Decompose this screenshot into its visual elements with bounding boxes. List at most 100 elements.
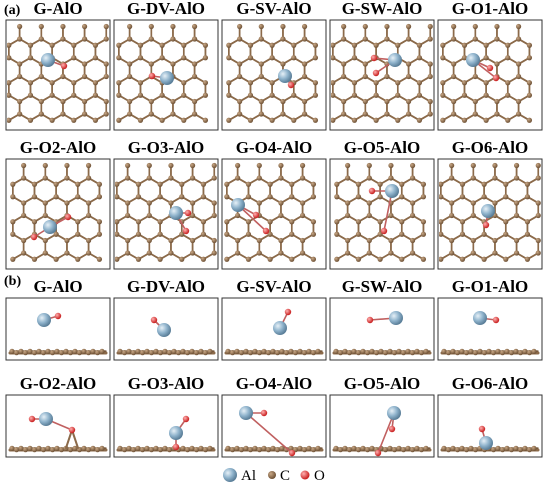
carbon-atom bbox=[384, 36, 390, 42]
carbon-atom bbox=[535, 237, 541, 244]
carbon-atom bbox=[312, 55, 319, 61]
carbon-atom bbox=[42, 200, 48, 206]
carbon-atom bbox=[301, 350, 308, 356]
carbon-atom bbox=[267, 219, 273, 225]
carbon-atom bbox=[310, 194, 317, 200]
oxygen-atom bbox=[492, 316, 500, 324]
carbon-atom bbox=[17, 61, 23, 67]
carbon-atom bbox=[81, 348, 87, 354]
carbon-atom bbox=[85, 350, 92, 356]
carbon-atom bbox=[395, 92, 401, 98]
carbon-atom bbox=[483, 55, 489, 61]
carbon-atom bbox=[211, 175, 217, 181]
aluminum-atom bbox=[388, 53, 402, 67]
carbon-atom bbox=[459, 348, 465, 354]
carbon-atom bbox=[454, 447, 461, 453]
carbon-atom bbox=[395, 117, 401, 123]
carbon-atom bbox=[445, 447, 452, 453]
aluminum-atom bbox=[41, 53, 55, 67]
carbon-atom bbox=[168, 200, 174, 206]
carbon-atom bbox=[302, 73, 308, 80]
carbon-atom bbox=[127, 73, 133, 80]
carbon-atom bbox=[49, 117, 55, 123]
carbon-atom bbox=[494, 36, 500, 42]
carbon-atom bbox=[245, 194, 252, 200]
carbon-atom bbox=[75, 219, 81, 225]
carbon-atom bbox=[495, 445, 501, 451]
carbon-atom bbox=[96, 194, 103, 200]
carbon-atom bbox=[449, 200, 455, 206]
carbon-atom bbox=[10, 181, 16, 187]
carbon-atom bbox=[414, 348, 420, 354]
carbon-atom bbox=[312, 80, 319, 86]
carbon-atom bbox=[247, 350, 254, 356]
oxygen-atom bbox=[30, 233, 38, 241]
legend-c-label: C bbox=[280, 468, 290, 484]
carbon-atom bbox=[441, 348, 447, 354]
carbon-atom bbox=[224, 219, 230, 225]
top-view-panel bbox=[5, 19, 111, 131]
carbon-atom bbox=[470, 212, 476, 219]
carbon-atom bbox=[40, 447, 47, 453]
carbon-atom bbox=[103, 23, 109, 30]
legend-o-label: O bbox=[314, 468, 325, 484]
carbon-atom bbox=[130, 447, 137, 453]
oxygen-atom bbox=[28, 415, 36, 423]
top-view-panel bbox=[221, 158, 327, 270]
carbon-atom bbox=[306, 348, 312, 354]
top-panel-title: G-DV-AlO bbox=[127, 0, 205, 18]
carbon-atom bbox=[200, 219, 207, 225]
carbon-atom bbox=[127, 111, 133, 117]
top-panel-title: G-O1-AlO bbox=[452, 0, 529, 18]
carbon-atom bbox=[235, 175, 241, 181]
carbon-atom bbox=[58, 447, 65, 453]
carbon-atom bbox=[189, 445, 195, 451]
carbon-atom bbox=[256, 200, 262, 206]
carbon-atom bbox=[364, 350, 371, 356]
carbon-atom bbox=[395, 42, 401, 48]
carbon-atom bbox=[82, 111, 88, 117]
graphene-sheet-edge bbox=[224, 348, 324, 356]
carbon-atom bbox=[135, 231, 142, 237]
carbon-atom bbox=[21, 237, 27, 244]
carbon-atom bbox=[237, 73, 243, 80]
carbon-atom bbox=[180, 445, 186, 451]
carbon-atom bbox=[64, 162, 70, 169]
carbon-atom bbox=[38, 36, 44, 42]
carbon-atom bbox=[362, 98, 368, 105]
carbon-atom bbox=[483, 117, 489, 123]
carbon-atom bbox=[351, 55, 358, 61]
carbon-atom bbox=[384, 111, 390, 117]
side-panel-title: G-O2-AlO bbox=[20, 374, 97, 393]
carbon-atom bbox=[36, 348, 42, 354]
carbon-atom bbox=[269, 117, 275, 123]
carbon-atom bbox=[351, 92, 358, 98]
panel-frame bbox=[329, 19, 435, 131]
carbon-atom bbox=[470, 250, 476, 256]
carbon-atom bbox=[505, 55, 511, 61]
carbon-atom bbox=[27, 80, 34, 86]
carbon-atom bbox=[499, 447, 506, 453]
carbon-atom bbox=[355, 181, 362, 187]
carbon-atom bbox=[526, 55, 533, 61]
carbon-atom bbox=[269, 42, 275, 48]
carbon-atom bbox=[362, 73, 368, 80]
carbon-atom bbox=[22, 350, 29, 356]
graphene-lattice bbox=[439, 162, 541, 262]
carbon-atom bbox=[116, 42, 122, 48]
carbon-atom bbox=[146, 200, 152, 206]
carbon-atom bbox=[193, 350, 200, 356]
carbon-atom bbox=[243, 445, 249, 451]
carbon-atom bbox=[198, 445, 204, 451]
graphene-lattice bbox=[334, 162, 427, 262]
oxygen-atom bbox=[182, 227, 190, 235]
carbon-atom bbox=[333, 445, 339, 451]
carbon-atom bbox=[522, 348, 528, 354]
carbon-atom bbox=[483, 92, 489, 98]
carbon-atom bbox=[360, 445, 366, 451]
carbon-atom bbox=[225, 445, 231, 451]
carbon-atom bbox=[256, 350, 263, 356]
carbon-atom bbox=[181, 117, 187, 123]
carbon-atom bbox=[82, 36, 88, 42]
carbon-atom bbox=[179, 181, 185, 187]
